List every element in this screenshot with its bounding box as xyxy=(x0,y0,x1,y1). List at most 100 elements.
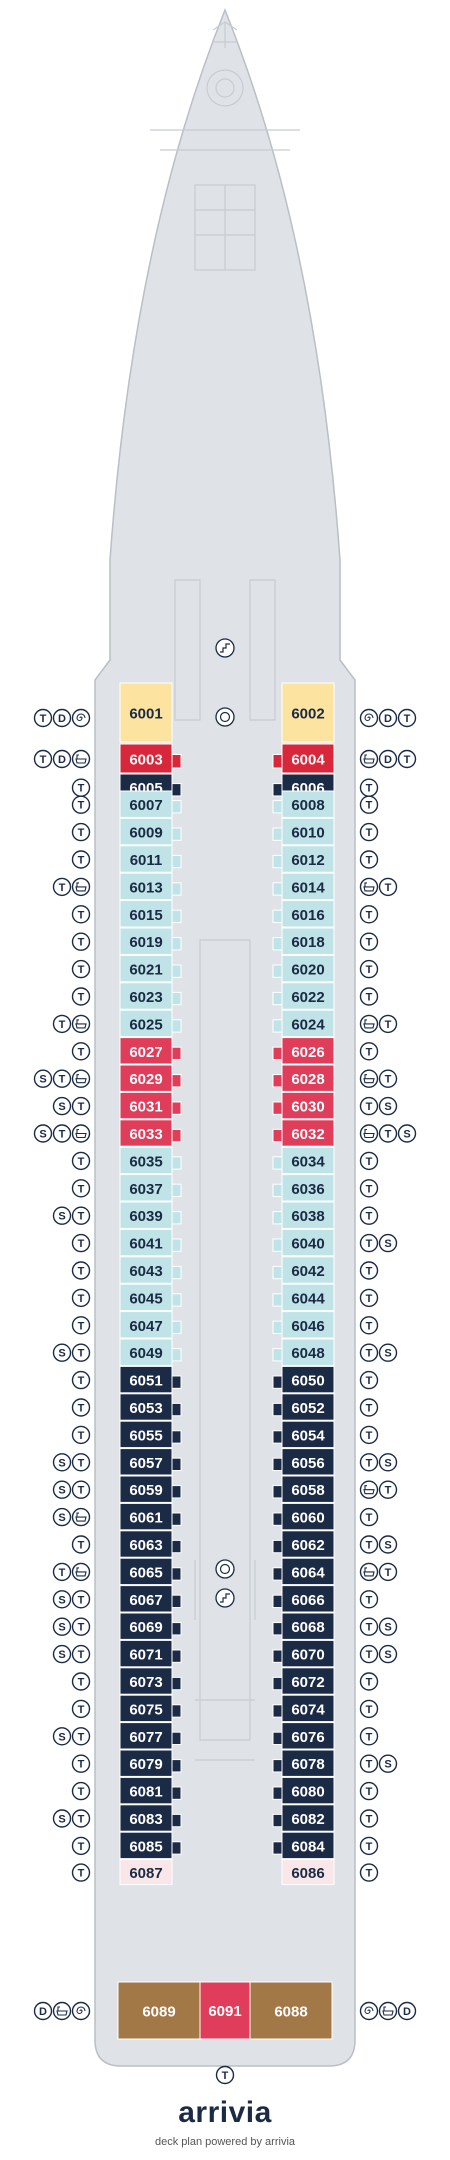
cabin-6024[interactable]: 6024 xyxy=(272,1009,335,1038)
cabin-6041[interactable]: 6041 xyxy=(119,1228,182,1257)
cabin-6081[interactable]: 6081 xyxy=(119,1776,182,1805)
cabin-6047[interactable]: 6047 xyxy=(119,1311,182,1339)
cabin-6059[interactable]: 6059 xyxy=(119,1475,182,1503)
cabin-6066[interactable]: 6066 xyxy=(272,1585,335,1613)
cabin-6043[interactable]: 6043 xyxy=(119,1256,182,1284)
cabin-6071[interactable]: 6071 xyxy=(119,1639,182,1668)
cabin-6021[interactable]: 6021 xyxy=(119,954,182,983)
cabin-6058[interactable]: 6058 xyxy=(272,1475,335,1503)
cabin-6048[interactable]: 6048 xyxy=(272,1338,335,1366)
t-bed-icon: T xyxy=(359,1781,379,1801)
cabin-6015[interactable]: 6015 xyxy=(119,900,182,928)
cabin-6035[interactable]: 6035 xyxy=(119,1146,182,1175)
cabin-6037[interactable]: 6037 xyxy=(119,1174,182,1202)
d-bed-icon: D xyxy=(397,2001,417,2021)
svg-text:T: T xyxy=(78,1266,85,1278)
t-bed-icon: T xyxy=(359,1590,379,1609)
cabin-6010[interactable]: 6010 xyxy=(272,817,335,846)
cabin-6069[interactable]: 6069 xyxy=(119,1612,182,1640)
cabin-6088[interactable]: 6088 xyxy=(249,1981,333,2040)
cabin-6049[interactable]: 6049 xyxy=(119,1338,182,1366)
cabin-6012[interactable]: 6012 xyxy=(272,845,335,873)
cabin-6050[interactable]: 6050 xyxy=(272,1365,335,1394)
cabin-6027[interactable]: 6027 xyxy=(119,1037,182,1065)
cabin-6075[interactable]: 6075 xyxy=(119,1694,182,1723)
cabin-6030[interactable]: 6030 xyxy=(272,1091,335,1120)
cabin-6034[interactable]: 6034 xyxy=(272,1146,335,1175)
t-bed-icon: T xyxy=(378,1014,398,1034)
cabin-6020[interactable]: 6020 xyxy=(272,954,335,983)
cabin-6064[interactable]: 6064 xyxy=(272,1557,335,1586)
cabin-6031[interactable]: 6031 xyxy=(119,1091,182,1120)
cabin-6033[interactable]: 6033 xyxy=(119,1119,182,1147)
cabin-6091[interactable]: 6091 xyxy=(199,1981,251,2040)
cabin-6077[interactable]: 6077 xyxy=(119,1722,182,1750)
cabin-6009[interactable]: 6009 xyxy=(119,817,182,846)
cabin-6073[interactable]: 6073 xyxy=(119,1667,182,1695)
cabin-6018[interactable]: 6018 xyxy=(272,927,335,955)
cabin-6062[interactable]: 6062 xyxy=(272,1530,335,1558)
cabin-6060[interactable]: 6060 xyxy=(272,1502,335,1531)
cabin-6001[interactable]: 6001 xyxy=(119,682,173,743)
cabin-6029[interactable]: 6029 xyxy=(119,1064,182,1092)
t-bed-icon: T xyxy=(71,1343,91,1362)
cabin-6002[interactable]: 6002 xyxy=(281,682,335,743)
cabin-6089[interactable]: 6089 xyxy=(117,1981,201,2040)
cabin-6028[interactable]: 6028 xyxy=(272,1064,335,1092)
cabin-6039[interactable]: 6039 xyxy=(119,1201,182,1229)
cabin-6007[interactable]: 6007 xyxy=(119,790,182,818)
cabin-6083[interactable]: 6083 xyxy=(119,1804,182,1832)
cabin-6046[interactable]: 6046 xyxy=(272,1311,335,1339)
cabin-6052[interactable]: 6052 xyxy=(272,1393,335,1421)
cabin-6076[interactable]: 6076 xyxy=(272,1722,335,1750)
svg-text:T: T xyxy=(59,1019,66,1031)
cabin-6013[interactable]: 6013 xyxy=(119,872,182,901)
cabin-6038[interactable]: 6038 xyxy=(272,1201,335,1229)
cabin-6057[interactable]: 6057 xyxy=(119,1448,182,1476)
balcony xyxy=(272,1074,283,1088)
cabin-6032[interactable]: 6032 xyxy=(272,1119,335,1147)
cabin-6011[interactable]: 6011 xyxy=(119,845,182,873)
t-bed-icon: T xyxy=(359,778,379,797)
icons-row-right: T xyxy=(359,1179,379,1198)
cabin-6008[interactable]: 6008 xyxy=(272,790,335,818)
cabin-6084[interactable]: 6084 xyxy=(272,1831,335,1860)
cabin-6053[interactable]: 6053 xyxy=(119,1393,182,1421)
cabin-6023[interactable]: 6023 xyxy=(119,982,182,1010)
cabin-6045[interactable]: 6045 xyxy=(119,1283,182,1312)
cabin-6014[interactable]: 6014 xyxy=(272,872,335,901)
cabin-6016[interactable]: 6016 xyxy=(272,900,335,928)
cabin-6054[interactable]: 6054 xyxy=(272,1420,335,1449)
cabin-6003[interactable]: 6003 xyxy=(119,743,182,774)
cabin-6078[interactable]: 6078 xyxy=(272,1749,335,1777)
cabin-6080[interactable]: 6080 xyxy=(272,1776,335,1805)
cabin-6065[interactable]: 6065 xyxy=(119,1557,182,1586)
cabin-6085[interactable]: 6085 xyxy=(119,1831,182,1860)
cabin-6074[interactable]: 6074 xyxy=(272,1694,335,1723)
cabin-6025[interactable]: 6025 xyxy=(119,1009,182,1038)
cabin-6086[interactable]: 6086 xyxy=(281,1859,335,1886)
cabin-6087[interactable]: 6087 xyxy=(119,1859,173,1886)
cabin-6068[interactable]: 6068 xyxy=(272,1612,335,1640)
cabin-6079[interactable]: 6079 xyxy=(119,1749,182,1777)
cabin-6063[interactable]: 6063 xyxy=(119,1530,182,1558)
cabin-6026[interactable]: 6026 xyxy=(272,1037,335,1065)
cabin-6040[interactable]: 6040 xyxy=(272,1228,335,1257)
cabin-6019[interactable]: 6019 xyxy=(119,927,182,955)
icons-row-left: T xyxy=(71,1781,91,1801)
cabin-6055[interactable]: 6055 xyxy=(119,1420,182,1449)
cabin-6022[interactable]: 6022 xyxy=(272,982,335,1010)
cabin-6004[interactable]: 6004 xyxy=(272,743,335,774)
cabin-6056[interactable]: 6056 xyxy=(272,1448,335,1476)
cabin-number: 6057 xyxy=(129,1455,162,1472)
cabin-6072[interactable]: 6072 xyxy=(272,1667,335,1695)
cabin-6061[interactable]: 6061 xyxy=(119,1502,182,1531)
cabin-6036[interactable]: 6036 xyxy=(272,1174,335,1202)
cabin-6051[interactable]: 6051 xyxy=(119,1365,182,1394)
cabin-6042[interactable]: 6042 xyxy=(272,1256,335,1284)
cabin-6067[interactable]: 6067 xyxy=(119,1585,182,1613)
cabin-number: 6007 xyxy=(129,797,162,814)
cabin-6082[interactable]: 6082 xyxy=(272,1804,335,1832)
cabin-6070[interactable]: 6070 xyxy=(272,1639,335,1668)
cabin-6044[interactable]: 6044 xyxy=(272,1283,335,1312)
